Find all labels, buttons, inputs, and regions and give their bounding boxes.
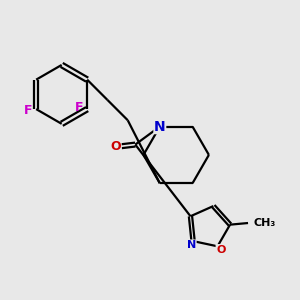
Text: O: O bbox=[216, 244, 226, 255]
Text: CH₃: CH₃ bbox=[254, 218, 276, 228]
Text: F: F bbox=[75, 101, 83, 114]
Text: F: F bbox=[24, 104, 32, 117]
Text: N: N bbox=[187, 240, 196, 250]
Text: O: O bbox=[110, 140, 121, 153]
Text: N: N bbox=[154, 120, 166, 134]
